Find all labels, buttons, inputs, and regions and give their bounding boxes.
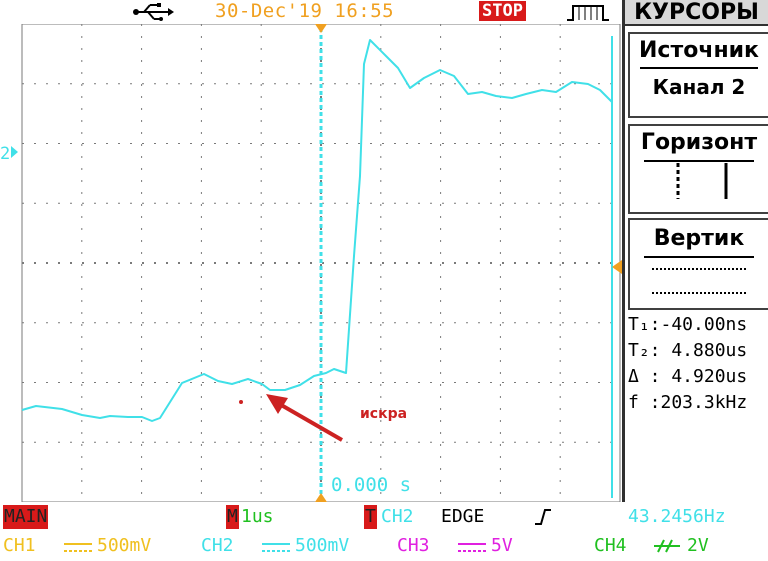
annotation-arrow (275, 400, 343, 442)
cursor-menu: КУРСОРЫ Источник Канал 2 Горизонт Вертик… (622, 0, 768, 502)
main-timebase-tag[interactable]: MAIN (3, 505, 49, 529)
horizontal-cursor-button[interactable]: Горизонт (628, 124, 768, 214)
ch4-scale: 2V (687, 535, 709, 556)
trigger-level-marker[interactable] (612, 260, 622, 274)
annotation-label: искра (360, 406, 408, 422)
t1-readout: T₁:-40.00ns (628, 314, 748, 335)
menu-title: КУРСОРЫ (625, 0, 768, 26)
ch2-label[interactable]: CH2 (201, 535, 234, 556)
timebase-bar: MAIN M 1us T CH2 EDGE 43.2456Hz (0, 505, 768, 531)
ch4-label[interactable]: CH4 (594, 535, 627, 556)
ch1-scale: 500mV (97, 535, 152, 556)
source-menu-button[interactable]: Источник Канал 2 (628, 32, 768, 118)
ch2-marker-arrow (11, 146, 18, 158)
frequency-readout: f :203.3kHz (628, 392, 748, 413)
dc-coupling-icon (262, 543, 290, 552)
time-offset-readout: 0.000 s (331, 474, 411, 496)
horizontal-label: Горизонт (640, 130, 758, 155)
annotation-arrowhead (266, 394, 288, 414)
channel-scale-bar: CH1 500mV CH2 500mV CH3 5V CH4 2V (0, 534, 768, 560)
annotation-dot (239, 400, 243, 404)
source-value: Канал 2 (652, 75, 746, 99)
ch2-ground-marker[interactable]: 2 (0, 144, 10, 164)
trigger-tag: T (364, 505, 377, 529)
dc-coupling-icon (64, 543, 92, 552)
vertical-cursor-button[interactable]: Вертик (628, 218, 768, 310)
trigger-position-marker-bottom[interactable] (315, 493, 327, 502)
ch3-scale: 5V (491, 535, 513, 556)
source-label: Источник (639, 38, 759, 63)
waveform-graticule: 2 0.000 s (0, 23, 622, 503)
status-bar: 30-Dec'19 16:55 STOP (0, 0, 622, 24)
trigger-type[interactable]: EDGE (441, 506, 485, 527)
dc-coupling-icon (458, 543, 486, 552)
horizontal-cursor-icon (644, 160, 754, 199)
timebase-tag: M (226, 505, 239, 529)
timebase-value[interactable]: 1us (241, 506, 274, 527)
ch2-trace (21, 39, 613, 422)
ch3-label[interactable]: CH3 (397, 535, 430, 556)
vertical-label: Вертик (653, 226, 745, 251)
cursor-readouts: T₁:-40.00ns T₂: 4.880us Δ : 4.920us f :2… (628, 312, 768, 416)
usb-icon (133, 3, 174, 21)
trigger-frequency: 43.2456Hz (628, 506, 726, 527)
date-time: 30-Dec'19 16:55 (215, 0, 395, 22)
vertical-cursor-icon (644, 256, 754, 294)
delta-readout: Δ : 4.920us (628, 366, 748, 387)
trigger-position-marker-top[interactable] (315, 24, 327, 33)
waveform-display[interactable]: 2 0.000 s (0, 23, 622, 503)
trigger-source[interactable]: CH2 (381, 506, 414, 527)
ch2-scale: 500mV (295, 535, 350, 556)
t2-readout: T₂: 4.880us (628, 340, 748, 361)
run-stop-status[interactable]: STOP (479, 1, 526, 21)
ground-coupling-icon (654, 539, 680, 553)
trigger-pulse-icon (567, 5, 609, 21)
rising-edge-icon (535, 509, 551, 525)
ch1-label[interactable]: CH1 (3, 535, 36, 556)
